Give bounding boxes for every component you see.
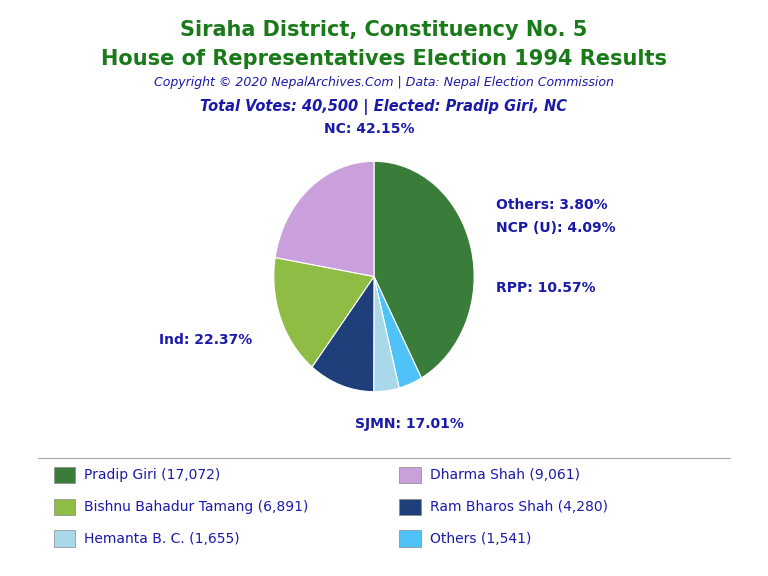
Text: SJMN: 17.01%: SJMN: 17.01% [355, 417, 463, 431]
Wedge shape [312, 276, 374, 392]
Text: House of Representatives Election 1994 Results: House of Representatives Election 1994 R… [101, 49, 667, 69]
Text: Others (1,541): Others (1,541) [430, 532, 531, 545]
Text: Total Votes: 40,500 | Elected: Pradip Giri, NC: Total Votes: 40,500 | Elected: Pradip Gi… [200, 99, 568, 115]
Text: Copyright © 2020 NepalArchives.Com | Data: Nepal Election Commission: Copyright © 2020 NepalArchives.Com | Dat… [154, 76, 614, 89]
Text: Others: 3.80%: Others: 3.80% [496, 198, 607, 212]
Wedge shape [275, 161, 374, 276]
Wedge shape [374, 161, 474, 378]
Text: NCP (U): 4.09%: NCP (U): 4.09% [496, 221, 616, 235]
Text: Ind: 22.37%: Ind: 22.37% [158, 333, 252, 347]
Text: Bishnu Bahadur Tamang (6,891): Bishnu Bahadur Tamang (6,891) [84, 500, 309, 514]
Wedge shape [374, 276, 399, 392]
Text: Dharma Shah (9,061): Dharma Shah (9,061) [430, 468, 580, 482]
Text: NC: 42.15%: NC: 42.15% [324, 122, 414, 136]
Text: Pradip Giri (17,072): Pradip Giri (17,072) [84, 468, 220, 482]
Text: Siraha District, Constituency No. 5: Siraha District, Constituency No. 5 [180, 20, 588, 40]
Wedge shape [274, 257, 374, 367]
Text: Ram Bharos Shah (4,280): Ram Bharos Shah (4,280) [430, 500, 608, 514]
Text: Hemanta B. C. (1,655): Hemanta B. C. (1,655) [84, 532, 240, 545]
Text: RPP: 10.57%: RPP: 10.57% [496, 281, 596, 295]
Wedge shape [374, 276, 422, 388]
